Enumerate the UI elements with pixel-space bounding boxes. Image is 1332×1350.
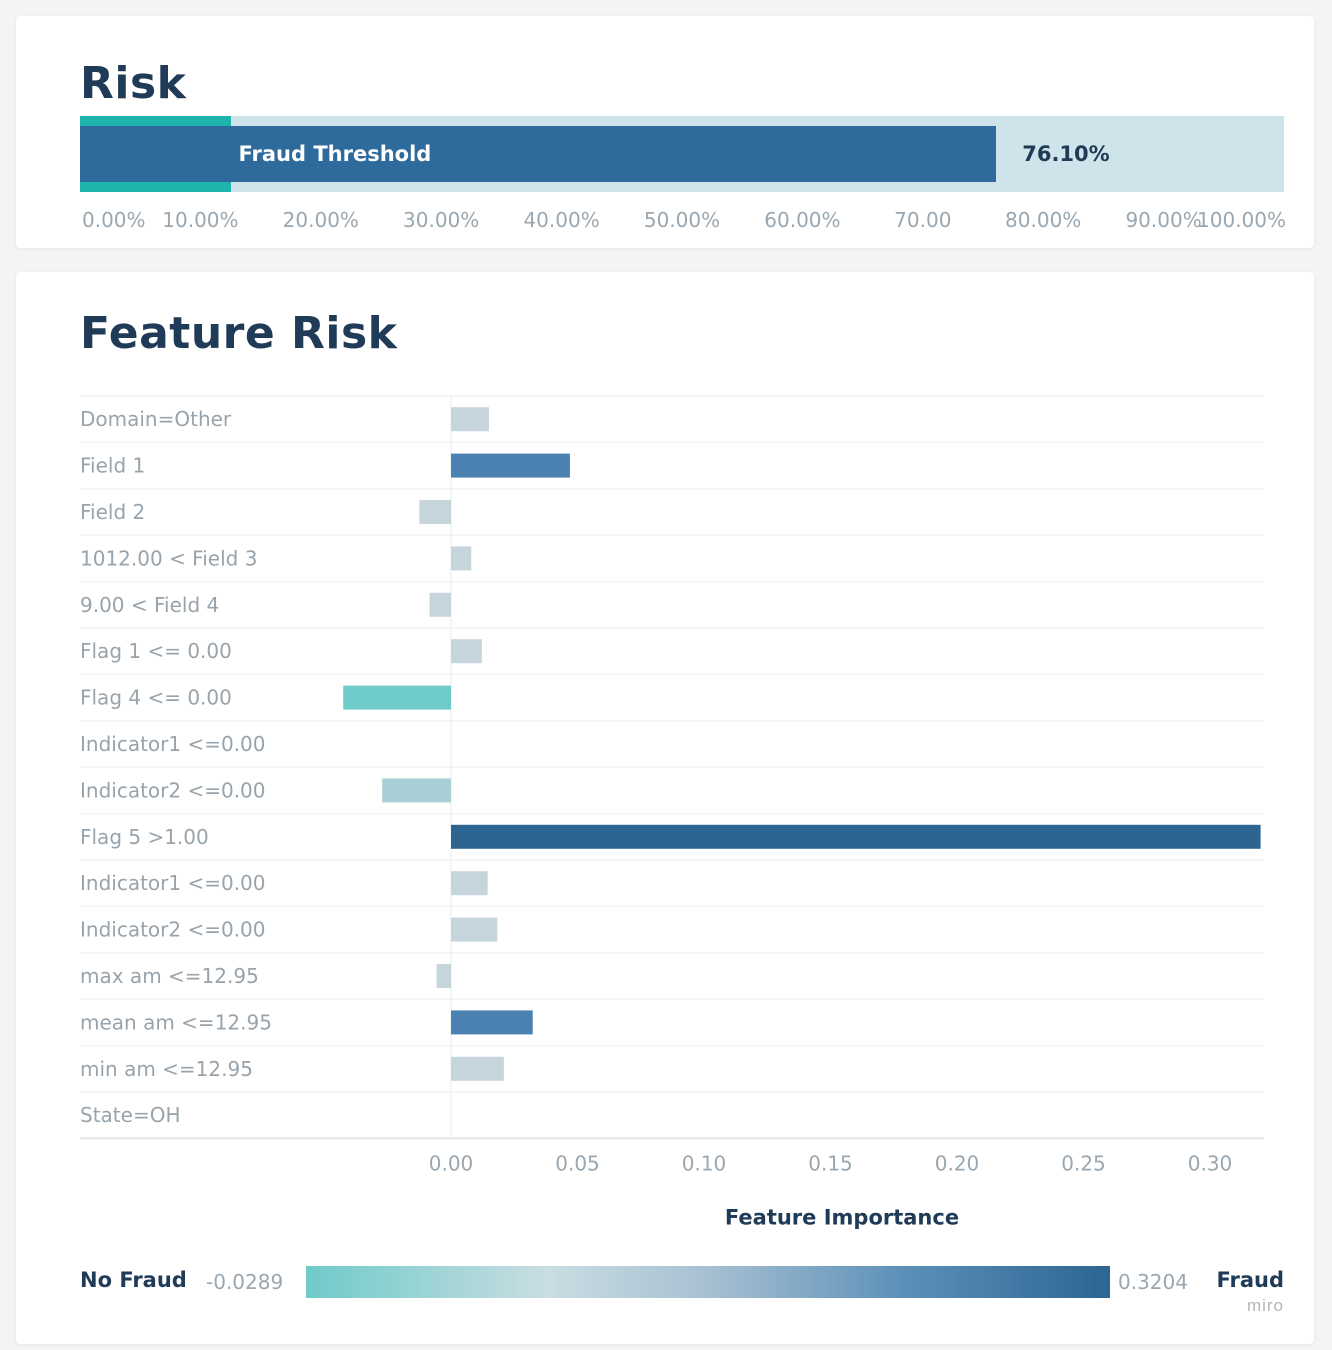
x-axis-tick: 0.05 [555, 1151, 600, 1175]
feature-label: Indicator1 <=0.00 [80, 871, 266, 895]
risk-title: Risk [80, 58, 187, 109]
feature-bar [451, 824, 1261, 849]
feature-label: Flag 1 <= 0.00 [80, 639, 232, 663]
legend-no-fraud-label: No Fraud [80, 1268, 187, 1292]
legend-fraud-label: Fraud [1216, 1268, 1284, 1292]
feature-bar [436, 964, 451, 988]
x-axis-tick: 0.25 [1061, 1151, 1106, 1175]
x-axis-tick: 0.30 [1188, 1151, 1233, 1175]
feature-label: Indicator2 <=0.00 [80, 918, 266, 942]
risk-gauge-fill [80, 126, 997, 182]
feature-bar [451, 407, 489, 432]
feature-label: Flag 4 <= 0.00 [80, 686, 232, 710]
risk-axis-tick: 80.00% [1005, 208, 1082, 232]
feature-label: 1012.00 < Field 3 [80, 546, 257, 570]
feature-bar [451, 1010, 533, 1035]
feature-bar [451, 546, 472, 571]
legend-gradient-bar [306, 1266, 1110, 1298]
feature-label: Flag 5 >1.00 [80, 825, 209, 849]
x-axis-tick: 0.10 [682, 1151, 727, 1175]
feature-bar [451, 1056, 504, 1081]
x-axis-tick: 0.20 [935, 1151, 980, 1175]
x-axis-title: Feature Importance [725, 1205, 959, 1229]
risk-value-label: 76.10% [1022, 142, 1110, 166]
feature-bar [451, 917, 498, 942]
color-legend: No Fraud -0.0289 0.3204 Fraud [80, 1262, 1284, 1302]
feature-bar [343, 685, 451, 710]
feature-label: Domain=Other [80, 407, 232, 431]
feature-label: Field 2 [80, 500, 145, 524]
feature-label: State=OH [80, 1103, 180, 1127]
risk-axis-tick: 90.00% [1125, 208, 1202, 232]
feature-label: max am <=12.95 [80, 964, 259, 988]
miro-watermark: miro [1246, 1296, 1284, 1315]
x-axis-tick: 0.00 [429, 1151, 474, 1175]
fraud-threshold-label: Fraud Threshold [238, 142, 432, 166]
feature-bar [419, 500, 451, 524]
risk-gauge: Fraud Threshold 76.10% [80, 116, 1284, 192]
risk-axis-tick: 40.00% [523, 208, 600, 232]
feature-bar [429, 592, 451, 617]
feature-label: Indicator2 <=0.00 [80, 778, 266, 802]
feature-label: min am <=12.95 [80, 1057, 253, 1081]
feature-label: 9.00 < Field 4 [80, 593, 219, 617]
feature-risk-card: Feature Risk Domain=Other Field 1 Field 2 1… [16, 272, 1314, 1344]
feature-risk-title: Feature Risk [80, 308, 398, 359]
risk-axis-tick: 60.00% [764, 208, 841, 232]
legend-max-value: 0.3204 [1118, 1270, 1188, 1294]
risk-axis-tick: 30.00% [403, 208, 480, 232]
feature-bar [451, 639, 482, 664]
feature-bar [451, 871, 488, 896]
risk-axis-tick: 10.00% [162, 208, 239, 232]
risk-axis-tick: 100.00% [1197, 208, 1286, 232]
feature-label: Indicator1 <=0.00 [80, 732, 266, 756]
risk-axis-tick: 0.00% [82, 208, 146, 232]
feature-label: mean am <=12.95 [80, 1010, 272, 1034]
feature-bar [451, 453, 570, 478]
feature-risk-chart: Domain=Other Field 1 Field 2 1012.00 < Fiel… [80, 395, 1264, 1229]
legend-min-value: -0.0289 [206, 1270, 284, 1294]
risk-axis-tick: 70.00 [894, 208, 952, 232]
risk-axis-tick: 50.00% [643, 208, 721, 232]
x-axis-tick: 0.15 [808, 1151, 853, 1175]
risk-card: Risk Fraud Threshold 76.10% 0.00% 10.00% 2… [16, 16, 1314, 248]
feature-bar [382, 778, 451, 803]
risk-axis-tick: 20.00% [282, 208, 359, 232]
feature-label: Field 1 [80, 454, 145, 478]
risk-gauge-axis: 0.00% 10.00% 20.00% 30.00% 40.00% 50.00% 60.00… [80, 208, 1286, 234]
